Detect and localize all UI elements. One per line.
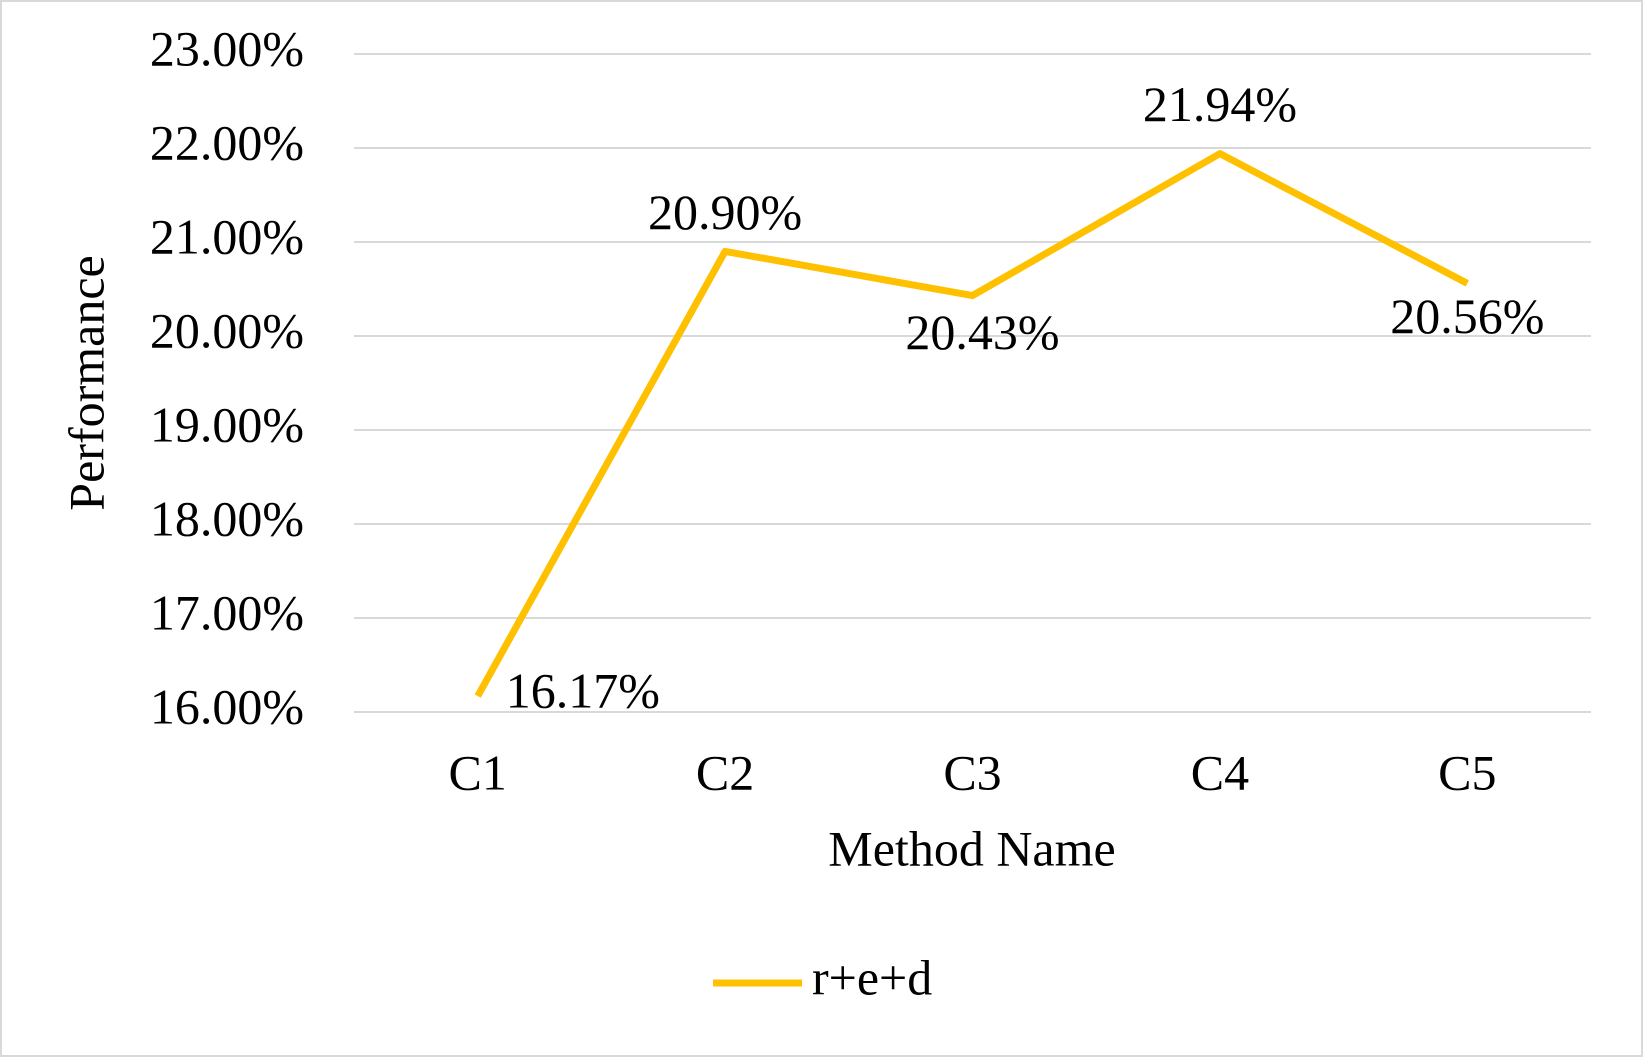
y-tick-label: 20.00% [150, 302, 304, 358]
y-tick-label: 17.00% [150, 584, 304, 640]
y-tick-label: 18.00% [150, 490, 304, 546]
data-label: 20.56% [1390, 288, 1544, 344]
data-line [474, 150, 1469, 698]
y-tick-label: 16.00% [150, 678, 304, 734]
x-tick-label: C3 [943, 744, 1001, 800]
x-tick-label: C5 [1438, 744, 1496, 800]
legend-label: r+e+d [812, 949, 932, 1005]
y-axis-title: Performance [58, 255, 114, 510]
data-label: 21.94% [1143, 76, 1297, 132]
data-label: 20.90% [648, 184, 802, 240]
x-tick-label: C1 [449, 744, 507, 800]
y-tick-label: 22.00% [150, 114, 304, 170]
x-tick-label: C2 [696, 744, 754, 800]
data-label: 16.17% [506, 662, 660, 718]
y-tick-label: 23.00% [150, 20, 304, 76]
x-tick-label: C4 [1191, 744, 1249, 800]
y-tick-label: 19.00% [150, 396, 304, 452]
x-axis-title: Method Name [828, 820, 1115, 876]
data-label: 20.43% [905, 304, 1059, 360]
y-tick-label: 21.00% [150, 208, 304, 264]
